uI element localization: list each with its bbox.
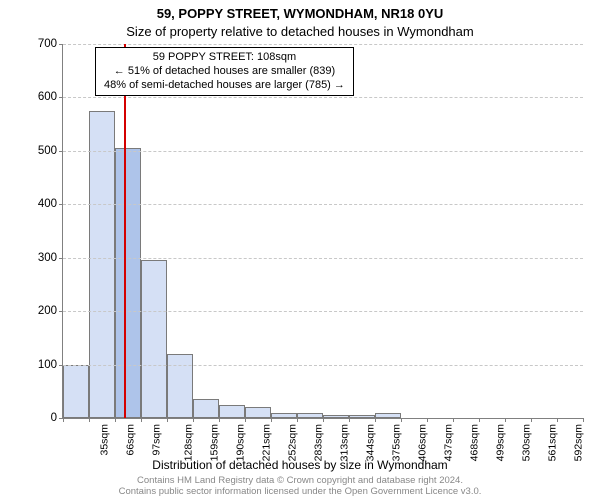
y-tick-label: 0 (51, 412, 57, 424)
plot-area: 010020030040050060070035sqm66sqm97sqm128… (62, 44, 583, 419)
histogram-bar (219, 405, 245, 418)
x-tick-mark (245, 418, 246, 422)
annotation-box: 59 POPPY STREET: 108sqm← 51% of detached… (95, 47, 354, 96)
x-tick-label: 97sqm (151, 424, 163, 456)
histogram-bar (323, 415, 349, 418)
y-tick-mark (59, 44, 63, 45)
y-tick-mark (59, 258, 63, 259)
y-tick-label: 300 (38, 252, 57, 264)
x-tick-mark (479, 418, 480, 422)
histogram-bar (89, 111, 115, 418)
x-tick-mark (557, 418, 558, 422)
x-tick-mark (427, 418, 428, 422)
x-tick-mark (193, 418, 194, 422)
annotation-line-3: 48% of semi-detached houses are larger (… (104, 79, 345, 93)
histogram-bar (271, 413, 297, 418)
x-tick-mark (297, 418, 298, 422)
x-tick-label: 499sqm (494, 424, 506, 461)
x-tick-mark (401, 418, 402, 422)
histogram-bar (193, 399, 219, 418)
histogram-bar (63, 365, 89, 418)
footer-line-2: Contains public sector information licen… (119, 486, 482, 497)
y-tick-mark (59, 97, 63, 98)
y-tick-label: 600 (38, 91, 57, 103)
gridline (63, 97, 583, 98)
x-tick-label: 406sqm (416, 424, 428, 461)
x-tick-mark (349, 418, 350, 422)
subject-property-marker (124, 44, 126, 418)
x-tick-label: 437sqm (442, 424, 454, 461)
x-tick-label: 468sqm (468, 424, 480, 461)
x-tick-mark (505, 418, 506, 422)
gridline (63, 311, 583, 312)
histogram-bar (349, 415, 375, 418)
footer-line-1: Contains HM Land Registry data © Crown c… (137, 475, 463, 486)
x-tick-mark (583, 418, 584, 422)
x-tick-label: 159sqm (208, 424, 220, 461)
x-tick-label: 35sqm (99, 424, 111, 456)
x-tick-label: 530sqm (520, 424, 532, 461)
y-tick-label: 700 (38, 38, 57, 50)
y-tick-mark (59, 365, 63, 366)
x-tick-mark (219, 418, 220, 422)
gridline (63, 151, 583, 152)
histogram-bar (245, 407, 271, 418)
annotation-line-1: 59 POPPY STREET: 108sqm (104, 51, 345, 65)
y-tick-mark (59, 204, 63, 205)
chart-title-address: 59, POPPY STREET, WYMONDHAM, NR18 0YU (0, 6, 600, 21)
x-tick-label: 190sqm (234, 424, 246, 461)
gridline (63, 258, 583, 259)
x-tick-mark (141, 418, 142, 422)
x-axis-label: Distribution of detached houses by size … (0, 458, 600, 472)
x-tick-mark (167, 418, 168, 422)
chart-footer: Contains HM Land Registry data © Crown c… (0, 476, 600, 498)
x-tick-label: 313sqm (338, 424, 350, 461)
x-tick-mark (323, 418, 324, 422)
x-tick-label: 128sqm (182, 424, 194, 461)
x-tick-label: 283sqm (312, 424, 324, 461)
x-tick-label: 592sqm (572, 424, 584, 461)
histogram-bar (141, 260, 167, 418)
x-tick-mark (89, 418, 90, 422)
chart-title-subtitle: Size of property relative to detached ho… (0, 24, 600, 39)
x-tick-label: 252sqm (286, 424, 298, 461)
x-tick-mark (531, 418, 532, 422)
histogram-bar (297, 413, 323, 418)
x-tick-label: 375sqm (390, 424, 402, 461)
histogram-bar (375, 413, 401, 418)
bars-layer (63, 44, 583, 418)
x-tick-mark (63, 418, 64, 422)
y-tick-mark (59, 311, 63, 312)
x-tick-label: 66sqm (125, 424, 137, 456)
annotation-line-2: ← 51% of detached houses are smaller (83… (104, 65, 345, 79)
gridline (63, 204, 583, 205)
y-tick-label: 200 (38, 305, 57, 317)
x-tick-mark (115, 418, 116, 422)
y-tick-label: 100 (38, 359, 57, 371)
gridline (63, 44, 583, 45)
x-tick-label: 561sqm (546, 424, 558, 461)
y-tick-label: 500 (38, 145, 57, 157)
y-tick-mark (59, 151, 63, 152)
x-tick-mark (375, 418, 376, 422)
x-tick-label: 221sqm (260, 424, 272, 461)
gridline (63, 365, 583, 366)
y-tick-label: 400 (38, 198, 57, 210)
x-tick-label: 344sqm (364, 424, 376, 461)
x-tick-mark (271, 418, 272, 422)
x-tick-mark (453, 418, 454, 422)
histogram-bar (115, 148, 141, 418)
histogram-bar (167, 354, 193, 418)
